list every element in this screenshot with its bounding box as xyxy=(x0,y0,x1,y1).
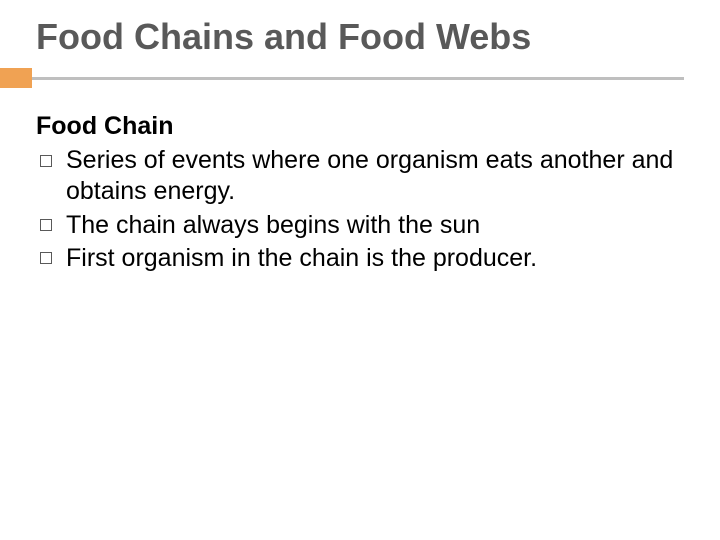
subheading: Food Chain xyxy=(36,112,684,141)
slide: Food Chains and Food Webs Food Chain Ser… xyxy=(0,0,720,540)
slide-title: Food Chains and Food Webs xyxy=(36,16,684,58)
list-item: Series of events where one organism eats… xyxy=(36,145,684,208)
accent-gray-bar xyxy=(32,77,684,80)
accent-divider xyxy=(0,68,684,88)
bullet-list: Series of events where one organism eats… xyxy=(36,145,684,274)
list-item: The chain always begins with the sun xyxy=(36,210,684,241)
accent-orange-block xyxy=(0,68,32,88)
list-item: First organism in the chain is the produ… xyxy=(36,243,684,274)
slide-body: Food Chain Series of events where one or… xyxy=(36,112,684,274)
